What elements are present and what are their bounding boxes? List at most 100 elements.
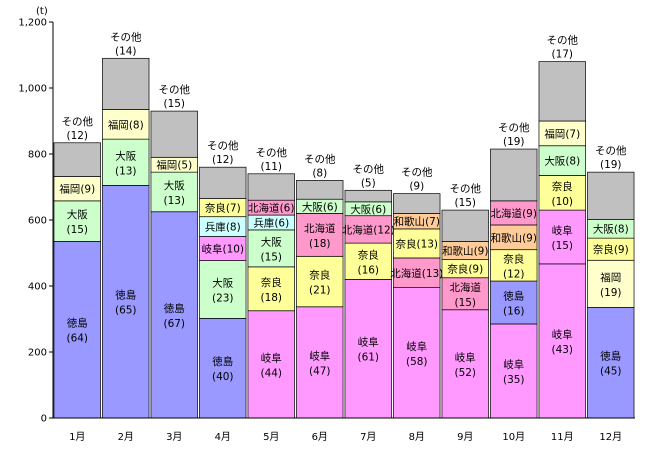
segment-share: (64) — [66, 333, 88, 345]
segment-name: 岐阜 — [406, 340, 427, 353]
segment-name: その他 — [207, 139, 239, 152]
segment-share: (18) — [309, 238, 331, 250]
segment-name: その他 — [547, 34, 579, 47]
segment-label: 和歌山(9) — [491, 231, 537, 244]
segment-name: その他 — [353, 162, 385, 175]
segment-share: (7) — [226, 203, 241, 215]
segment-name: 大阪 — [593, 223, 614, 236]
segment-name: 徳島 — [503, 290, 524, 303]
segment-name: 奈良 — [395, 237, 416, 250]
segment-name: 岐阜 — [552, 224, 573, 237]
segment-share: (52) — [454, 367, 476, 379]
y-tick-label: 200 — [28, 348, 47, 359]
x-tick-label: 10月 — [502, 431, 525, 443]
y-tick-label: 0 — [41, 414, 47, 425]
bar-segment — [587, 172, 634, 219]
segment-name: その他 — [62, 115, 94, 128]
segment-share: (6) — [274, 217, 289, 229]
segment-share: (7) — [565, 128, 580, 140]
segment-name: 奈良 — [358, 248, 379, 261]
segment-share: (8) — [129, 119, 144, 131]
segment-share: (13) — [416, 238, 438, 250]
segment-name: 北海道 — [450, 281, 482, 294]
segment-name: 大阪 — [212, 276, 233, 289]
segment-name: 奈良 — [552, 180, 573, 193]
segment-share: (9) — [522, 232, 537, 244]
segment-share: (13) — [163, 195, 185, 207]
segment-share: (8) — [226, 222, 241, 234]
segment-share: (12) — [373, 224, 395, 236]
segment-name: 北海道 — [390, 267, 422, 280]
segment-name: 北海道 — [491, 207, 523, 220]
segment-share: (8) — [565, 156, 580, 168]
segment-name: 岐阜 — [552, 328, 573, 341]
segment-label: 大阪(6) — [302, 200, 338, 213]
segment-share: (61) — [357, 352, 379, 364]
segment-share: (14) — [115, 45, 137, 57]
segment-label: 福岡(7) — [544, 127, 580, 140]
bar-segment — [102, 58, 149, 109]
segment-name: 和歌山 — [394, 215, 426, 228]
segment-name: 徳島 — [212, 355, 233, 368]
segment-label: 和歌山(9) — [442, 245, 488, 258]
segment-name: 福岡 — [59, 183, 80, 196]
segment-share: (13) — [115, 165, 137, 177]
segment-name: 岐阜 — [261, 351, 282, 364]
segment-label: 和歌山(7) — [394, 215, 440, 228]
segment-name: 大阪 — [115, 149, 136, 162]
segment-name: 奈良 — [447, 263, 468, 276]
segment-share: (5) — [177, 160, 192, 172]
segment-name: その他 — [498, 121, 530, 134]
segment-name: その他 — [595, 144, 627, 157]
segment-share: (6) — [280, 203, 295, 215]
segment-label: 大阪(8) — [544, 155, 580, 168]
bar-segment — [539, 62, 586, 121]
segment-share: (65) — [115, 305, 137, 317]
bar-segment — [296, 180, 343, 199]
segment-share: (15) — [551, 240, 573, 252]
segment-label: 大阪(8) — [593, 223, 629, 236]
segment-share: (16) — [503, 306, 525, 318]
bar-segment — [248, 311, 295, 418]
bar-segment — [442, 210, 489, 241]
segment-share: (44) — [260, 367, 282, 379]
segment-share: (9) — [522, 208, 537, 220]
segment-name: 北海道 — [248, 202, 280, 215]
segment-share: (15) — [454, 197, 476, 209]
segment-share: (10) — [222, 244, 244, 256]
segment-share: (18) — [260, 292, 282, 304]
bar-segment — [54, 143, 101, 177]
y-tick-label: 400 — [28, 282, 47, 293]
segment-name: 奈良 — [309, 269, 330, 282]
segment-name: 岐阜 — [503, 358, 524, 371]
segment-name: その他 — [110, 30, 142, 43]
segment-label: 奈良(9) — [593, 243, 629, 256]
segment-name: 岐阜 — [201, 243, 222, 256]
segment-name: 福岡 — [156, 159, 177, 172]
x-tick-label: 12月 — [599, 431, 622, 443]
x-tick-label: 9月 — [457, 431, 473, 443]
segment-name: 兵庫 — [253, 216, 274, 229]
segment-label: 北海道(9) — [491, 207, 537, 220]
segment-label: 奈良(9) — [447, 263, 483, 276]
bar-segment — [151, 212, 198, 418]
segment-share: (58) — [406, 356, 428, 368]
segment-share: (17) — [551, 49, 573, 61]
segment-name: 大阪 — [261, 235, 282, 248]
y-tick-label: 1,000 — [18, 84, 47, 95]
segment-name: 岐阜 — [358, 336, 379, 349]
bar-segment — [102, 139, 149, 185]
segment-share: (9) — [614, 244, 629, 256]
segment-share: (6) — [371, 204, 386, 216]
x-tick-label: 3月 — [166, 431, 182, 443]
segment-share: (15) — [454, 297, 476, 309]
segment-share: (21) — [309, 285, 331, 297]
x-tick-label: 5月 — [263, 431, 279, 443]
segment-share: (12) — [212, 154, 234, 166]
segment-share: (15) — [163, 98, 185, 110]
segment-name: 和歌山 — [491, 231, 523, 244]
segment-share: (19) — [600, 287, 622, 299]
segment-label: 奈良(7) — [205, 202, 241, 215]
segment-share: (19) — [600, 159, 622, 171]
